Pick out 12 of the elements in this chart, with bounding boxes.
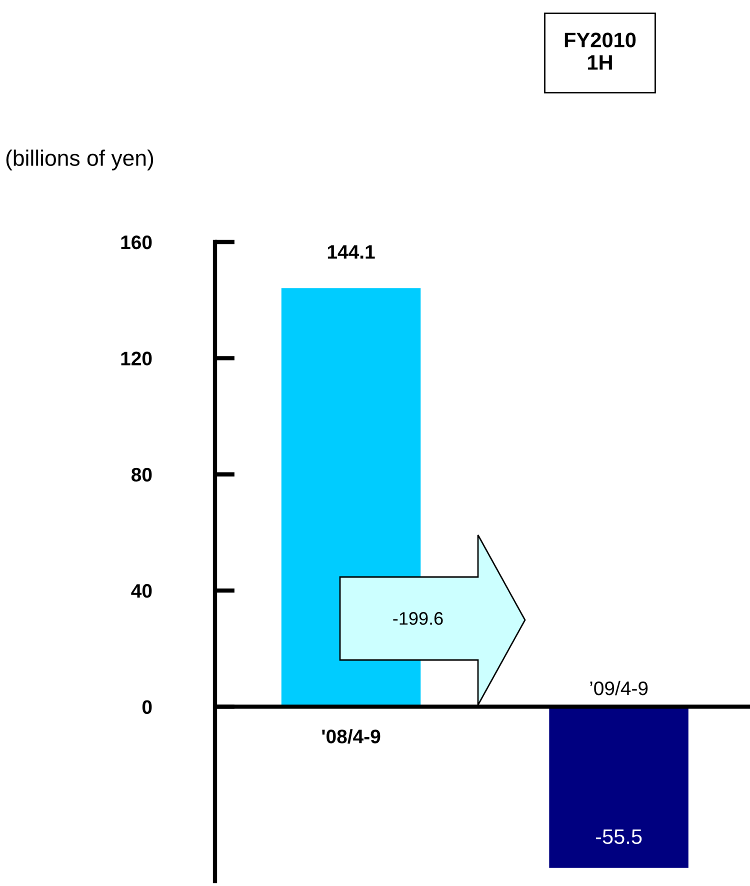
data-label: -55.5 xyxy=(596,830,642,844)
y-tick-label: 160 xyxy=(121,235,152,250)
x-tick-label: ’09/4-9 xyxy=(590,680,648,696)
y-tick-label: 120 xyxy=(121,352,152,366)
x-tick-label: '08/4-9 xyxy=(322,729,380,744)
annotation: -199.6 xyxy=(393,612,443,625)
data-label: 144.1 xyxy=(328,245,375,259)
y-tick-label: 0 xyxy=(142,700,152,714)
y-tick-label: 40 xyxy=(131,584,152,598)
chart-title: FY2010 1H xyxy=(564,32,636,70)
y-axis-title: (billions of yen) xyxy=(6,150,154,170)
y-tick-label: 80 xyxy=(131,468,152,482)
